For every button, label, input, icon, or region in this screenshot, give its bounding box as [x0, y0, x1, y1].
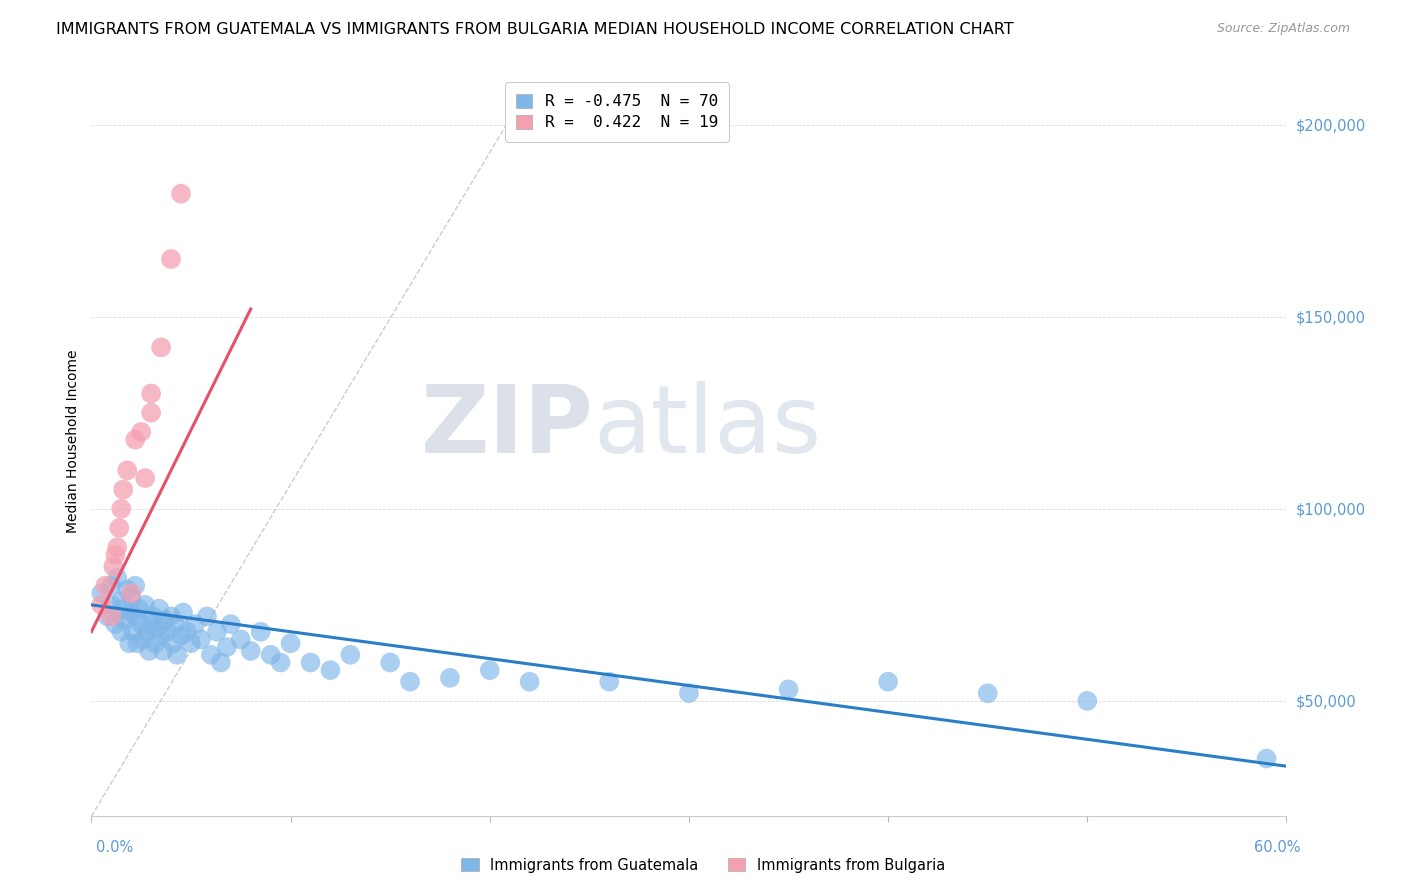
Point	[128, 601, 150, 615]
Point	[170, 629, 193, 643]
Point	[120, 586, 142, 600]
Point	[249, 624, 271, 639]
Point	[141, 406, 162, 420]
Point	[127, 636, 149, 650]
Point	[100, 579, 122, 593]
Point	[478, 663, 501, 677]
Text: 0.0%: 0.0%	[96, 840, 132, 855]
Point	[141, 617, 162, 632]
Point	[134, 471, 156, 485]
Point	[110, 501, 132, 516]
Point	[114, 613, 136, 627]
Point	[399, 674, 422, 689]
Point	[129, 617, 152, 632]
Point	[90, 598, 112, 612]
Point	[129, 425, 152, 439]
Point	[100, 598, 122, 612]
Point	[976, 686, 998, 700]
Point	[270, 656, 292, 670]
Point	[143, 636, 166, 650]
Point	[160, 609, 183, 624]
Point	[229, 632, 252, 647]
Point	[215, 640, 238, 654]
Point	[1076, 694, 1098, 708]
Point	[239, 644, 262, 658]
Point	[120, 590, 142, 604]
Point	[134, 598, 156, 612]
Point	[104, 548, 127, 562]
Point	[877, 674, 900, 689]
Point	[205, 624, 228, 639]
Point	[778, 682, 800, 697]
Point	[259, 648, 281, 662]
Point	[132, 632, 155, 647]
Point	[105, 540, 128, 554]
Point	[141, 386, 162, 401]
Point	[678, 686, 700, 700]
Point	[184, 617, 207, 632]
Point	[319, 663, 342, 677]
Point	[124, 579, 146, 593]
Point	[96, 609, 118, 624]
Point	[108, 521, 131, 535]
Point	[94, 579, 117, 593]
Text: 60.0%: 60.0%	[1254, 840, 1301, 855]
Point	[115, 463, 138, 477]
Text: ZIP: ZIP	[420, 381, 593, 473]
Text: atlas: atlas	[593, 381, 821, 473]
Y-axis label: Median Household Income: Median Household Income	[66, 350, 80, 533]
Text: IMMIGRANTS FROM GUATEMALA VS IMMIGRANTS FROM BULGARIA MEDIAN HOUSEHOLD INCOME CO: IMMIGRANTS FROM GUATEMALA VS IMMIGRANTS …	[56, 22, 1014, 37]
Point	[124, 433, 146, 447]
Point	[150, 629, 173, 643]
Point	[104, 617, 127, 632]
Point	[160, 252, 183, 266]
Point	[120, 606, 142, 620]
Point	[112, 601, 135, 615]
Point	[299, 656, 322, 670]
Point	[195, 609, 218, 624]
Point	[280, 636, 302, 650]
Point	[200, 648, 222, 662]
Point	[1256, 751, 1278, 765]
Point	[115, 582, 138, 597]
Point	[124, 609, 146, 624]
Point	[162, 636, 184, 650]
Point	[339, 648, 361, 662]
Point	[138, 644, 160, 658]
Point	[176, 624, 198, 639]
Point	[148, 601, 170, 615]
Point	[153, 613, 176, 627]
Point	[439, 671, 461, 685]
Point	[150, 340, 173, 354]
Point	[219, 617, 242, 632]
Point	[118, 636, 141, 650]
Point	[166, 648, 188, 662]
Point	[136, 624, 159, 639]
Point	[142, 609, 165, 624]
Point	[110, 594, 132, 608]
Point	[378, 656, 402, 670]
Point	[146, 621, 169, 635]
Point	[163, 617, 186, 632]
Legend: R = -0.475  N = 70, R =  0.422  N = 19: R = -0.475 N = 70, R = 0.422 N = 19	[505, 82, 730, 142]
Point	[209, 656, 232, 670]
Point	[152, 644, 174, 658]
Point	[170, 186, 193, 201]
Legend: Immigrants from Guatemala, Immigrants from Bulgaria: Immigrants from Guatemala, Immigrants fr…	[454, 851, 952, 880]
Point	[103, 559, 125, 574]
Point	[112, 483, 135, 497]
Point	[190, 632, 212, 647]
Point	[105, 571, 128, 585]
Point	[122, 624, 145, 639]
Point	[156, 624, 179, 639]
Point	[100, 609, 122, 624]
Point	[90, 586, 112, 600]
Point	[172, 606, 194, 620]
Point	[519, 674, 541, 689]
Point	[598, 674, 620, 689]
Point	[110, 624, 132, 639]
Point	[180, 636, 202, 650]
Text: Source: ZipAtlas.com: Source: ZipAtlas.com	[1216, 22, 1350, 36]
